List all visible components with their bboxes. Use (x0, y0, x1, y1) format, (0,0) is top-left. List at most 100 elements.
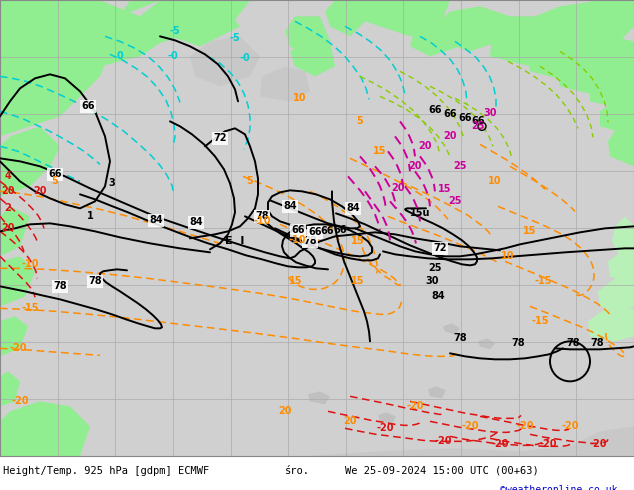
Text: -20: -20 (376, 423, 394, 433)
Polygon shape (0, 206, 30, 256)
Text: 66: 66 (428, 105, 442, 115)
Polygon shape (600, 101, 634, 136)
Text: 15: 15 (289, 276, 303, 286)
Text: 66: 66 (443, 109, 456, 120)
Text: 10: 10 (501, 251, 515, 261)
Text: 20: 20 (1, 223, 15, 233)
Polygon shape (580, 36, 634, 72)
Text: 20: 20 (278, 406, 292, 416)
Text: 66: 66 (48, 170, 61, 179)
Text: -5: -5 (230, 33, 240, 43)
Text: 15: 15 (438, 184, 452, 195)
Text: -20: -20 (516, 421, 534, 431)
Text: -20: -20 (589, 440, 607, 449)
Text: -20: -20 (11, 396, 29, 406)
Text: -20: -20 (10, 343, 27, 353)
Text: 30: 30 (425, 276, 439, 286)
Polygon shape (608, 251, 634, 286)
Polygon shape (0, 0, 120, 136)
Polygon shape (150, 0, 200, 47)
Text: -10: -10 (22, 259, 39, 270)
Text: -15: -15 (531, 317, 549, 326)
Text: 25: 25 (453, 161, 467, 172)
Text: 20: 20 (343, 416, 357, 426)
Text: -0: -0 (240, 53, 250, 63)
Text: 25: 25 (448, 196, 462, 206)
Text: 84: 84 (189, 218, 203, 227)
Polygon shape (308, 392, 330, 404)
Polygon shape (588, 306, 634, 342)
Text: -20: -20 (462, 421, 479, 431)
Polygon shape (535, 0, 634, 47)
Text: -20: -20 (491, 440, 508, 449)
Text: 66: 66 (333, 225, 347, 235)
Polygon shape (410, 16, 465, 56)
Text: 20: 20 (418, 141, 432, 151)
Text: 10: 10 (488, 176, 501, 186)
Polygon shape (600, 61, 634, 97)
Text: 20: 20 (1, 186, 15, 196)
Text: -20: -20 (561, 421, 579, 431)
Polygon shape (0, 371, 20, 406)
Text: ©weatheronline.co.uk: ©weatheronline.co.uk (500, 485, 618, 490)
Text: 1: 1 (87, 211, 93, 221)
Text: 20: 20 (391, 183, 404, 194)
Text: Height/Temp. 925 hPa [gdpm] ECMWF: Height/Temp. 925 hPa [gdpm] ECMWF (3, 466, 209, 476)
Text: 84: 84 (346, 203, 360, 213)
Text: 78: 78 (53, 281, 67, 292)
Polygon shape (490, 16, 570, 66)
Text: 15: 15 (351, 276, 365, 286)
Text: 15: 15 (523, 226, 537, 236)
Text: 30: 30 (483, 108, 497, 119)
Text: 15: 15 (351, 236, 365, 246)
Text: 66: 66 (458, 113, 472, 123)
Text: 20: 20 (408, 161, 422, 172)
Polygon shape (350, 0, 415, 26)
Text: 66: 66 (308, 227, 321, 237)
Text: 84: 84 (283, 201, 297, 211)
Polygon shape (612, 217, 634, 261)
Text: 2: 2 (4, 203, 11, 213)
Text: 25: 25 (428, 263, 442, 273)
Text: -15: -15 (22, 303, 39, 313)
Text: 15u: 15u (410, 208, 430, 219)
Text: 84: 84 (149, 215, 163, 225)
Text: 72: 72 (433, 244, 447, 253)
Text: 78: 78 (453, 333, 467, 343)
Polygon shape (590, 81, 634, 111)
Text: 25: 25 (471, 122, 485, 131)
Text: 66: 66 (320, 226, 333, 236)
Polygon shape (443, 323, 460, 334)
Text: 78: 78 (566, 338, 580, 348)
Text: -20: -20 (434, 436, 452, 446)
Text: E  I: E I (225, 236, 245, 246)
Polygon shape (0, 317, 28, 356)
Polygon shape (325, 0, 370, 36)
Polygon shape (190, 36, 260, 86)
Polygon shape (0, 126, 60, 196)
Text: 0: 0 (117, 51, 124, 61)
Text: 84: 84 (431, 292, 445, 301)
Polygon shape (525, 22, 620, 81)
Text: 66: 66 (81, 101, 94, 111)
Text: 66: 66 (291, 225, 305, 235)
Text: 78: 78 (256, 211, 269, 221)
Text: -5: -5 (170, 26, 181, 36)
Text: 66: 66 (471, 116, 485, 126)
Text: 5: 5 (247, 176, 254, 186)
Text: 78: 78 (303, 236, 317, 246)
Text: 78: 78 (590, 338, 604, 348)
Polygon shape (435, 6, 510, 51)
Text: We 25-09-2024 15:00 UTC (00+63): We 25-09-2024 15:00 UTC (00+63) (345, 466, 539, 476)
Text: 72: 72 (213, 133, 227, 144)
Polygon shape (0, 256, 35, 306)
Polygon shape (260, 66, 310, 101)
Polygon shape (375, 0, 450, 36)
Text: 15: 15 (373, 147, 387, 156)
Text: 10: 10 (294, 93, 307, 103)
Polygon shape (0, 0, 80, 116)
Text: -0: -0 (167, 51, 178, 61)
Polygon shape (0, 0, 60, 76)
Text: 20: 20 (33, 186, 47, 196)
Polygon shape (200, 0, 250, 36)
